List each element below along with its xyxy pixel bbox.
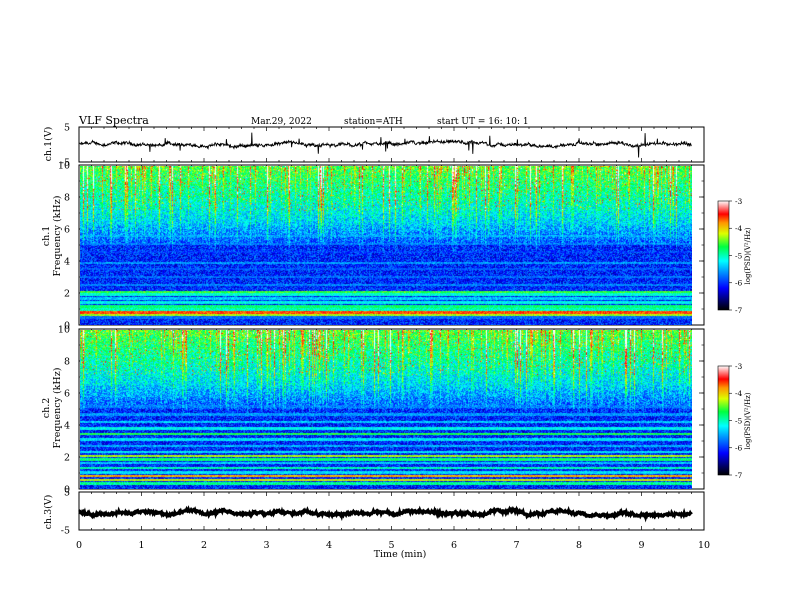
x-tick-label: 3 xyxy=(263,540,269,551)
ch2-spectrogram-ylabel: ch.2 Frequency (kHz) xyxy=(41,368,63,449)
ch1-spectrogram-ylabel-channel: ch.1 xyxy=(41,226,52,247)
x-tick-label: 1 xyxy=(138,540,144,551)
y-tick-label: 4 xyxy=(64,421,70,432)
panel-ch3-waveform-frame xyxy=(78,491,705,531)
date-label: Mar.29, 2022 xyxy=(251,117,312,127)
ch1-colorbar-gradient xyxy=(717,200,730,311)
x-tick-label: 9 xyxy=(638,540,644,551)
ch1-spectrogram-heatmap xyxy=(80,165,692,325)
y-tick-label: 6 xyxy=(64,389,70,400)
ch1-waveform-line xyxy=(78,132,692,158)
ch1-waveform-ylabel: ch.1(V) xyxy=(43,127,54,162)
y-tick-label: 5 xyxy=(64,123,70,134)
y-tick-label: 5 xyxy=(64,488,70,499)
y-tick-label: -5 xyxy=(61,526,70,537)
colorbar-tick-label: -4 xyxy=(735,224,743,233)
ch1-spectrogram-ylabel-frequency: Frequency (kHz) xyxy=(52,196,63,277)
ch3-waveform-line xyxy=(78,505,693,523)
ch1-colorbar-label: log(PSD)(V²/Hz) xyxy=(744,227,752,284)
x-tick-label: 6 xyxy=(451,540,457,551)
colorbar-tick-label: -6 xyxy=(735,279,743,288)
ch2-colorbar-label: log(PSD)(V²/Hz) xyxy=(744,392,752,449)
figure-title: VLF Spectra xyxy=(78,114,149,127)
y-tick-label: 10 xyxy=(58,325,70,336)
y-tick-label: 8 xyxy=(64,193,70,204)
x-axis-label: Time (min) xyxy=(374,549,427,560)
x-tick-label: 4 xyxy=(326,540,332,551)
ch2-spectrogram-ylabel-channel: ch.2 xyxy=(41,398,52,419)
colorbar-tick-label: -7 xyxy=(735,306,743,315)
y-tick-label: 0 xyxy=(64,321,70,332)
colorbar-tick-label: -7 xyxy=(735,471,743,480)
colorbar-tick-label: -3 xyxy=(735,362,743,371)
ch1-spectrogram-ylabel: ch.1 Frequency (kHz) xyxy=(41,196,63,277)
start-time-label: start UT = 16: 10: 1 xyxy=(437,117,529,127)
colorbar-tick-label: -6 xyxy=(735,444,743,453)
x-tick-label: 0 xyxy=(76,540,82,551)
y-tick-label: 6 xyxy=(64,225,70,236)
x-tick-label: 10 xyxy=(698,540,710,551)
y-tick-label: 0 xyxy=(64,485,70,496)
y-tick-label: 10 xyxy=(58,161,70,172)
x-tick-label: 5 xyxy=(388,540,394,551)
ch2-colorbar-gradient xyxy=(717,365,730,476)
station-label: station=ATH xyxy=(344,117,403,127)
colorbar-tick-label: -5 xyxy=(735,251,743,260)
ch2-spectrogram-ylabel-frequency: Frequency (kHz) xyxy=(52,368,63,449)
ch3-waveform-ylabel: ch.3(V) xyxy=(43,495,54,530)
x-tick-label: 8 xyxy=(576,540,582,551)
y-tick-label: -5 xyxy=(61,158,70,169)
y-tick-label: 8 xyxy=(64,357,70,368)
colorbar-tick-label: -4 xyxy=(735,389,743,398)
ch2-spectrogram-heatmap xyxy=(80,329,692,489)
colorbar-tick-label: -5 xyxy=(735,416,743,425)
y-tick-label: 2 xyxy=(64,289,70,300)
colorbar-tick-label: -3 xyxy=(735,197,743,206)
y-tick-label: 2 xyxy=(64,453,70,464)
x-tick-label: 7 xyxy=(513,540,519,551)
y-tick-label: 4 xyxy=(64,257,70,268)
x-tick-label: 2 xyxy=(201,540,207,551)
